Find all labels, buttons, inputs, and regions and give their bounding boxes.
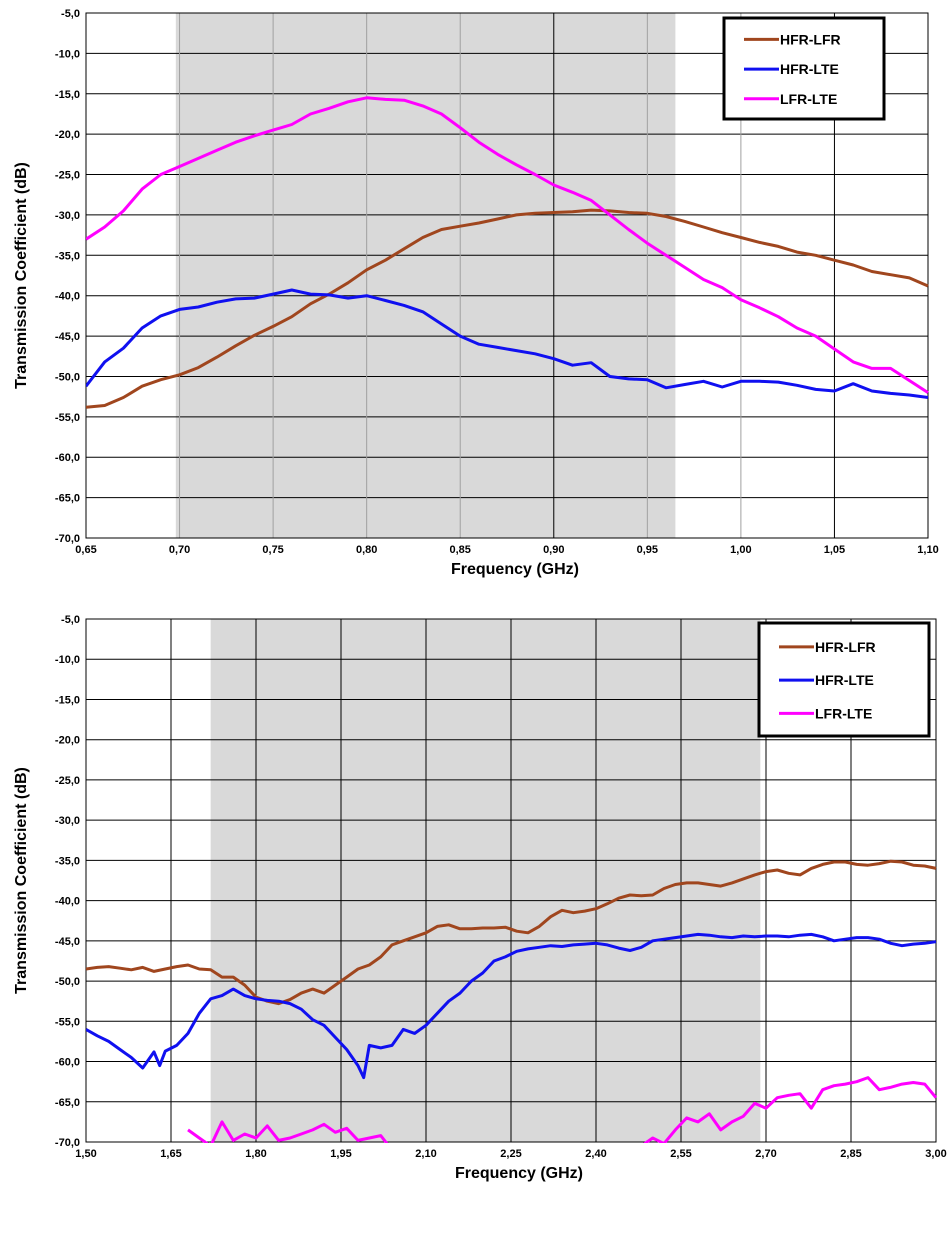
plot-frame (85, 12, 929, 539)
x-tick-label: 2,40 (585, 1148, 606, 1160)
legend: HFR-LFR HFR-LTE LFR-LTE (722, 16, 886, 121)
y-tick-label: -65,0 (55, 493, 80, 505)
y-tick-label: -65,0 (55, 1097, 80, 1109)
x-tick-label: 2,70 (755, 1148, 776, 1160)
x-tick-label: 0,90 (543, 544, 564, 556)
series-line-hfr-lte (86, 932, 937, 1080)
y-tick-label: -40,0 (55, 291, 80, 303)
y-axis-title: Transmission Coefficient (dB) (13, 162, 30, 389)
y-tick-label: -15,0 (55, 694, 80, 706)
y-tick-label: -50,0 (55, 976, 80, 988)
legend-label-hfr-lfr: HFR-LFR (815, 639, 876, 655)
y-tick-label: -15,0 (55, 89, 80, 101)
y-axis-title: Transmission Coefficient (dB) (13, 767, 30, 994)
y-tick-label: -5,0 (61, 614, 80, 626)
x-tick-label: 1,95 (330, 1148, 351, 1160)
y-tick-label: -25,0 (55, 170, 80, 182)
y-tick-label: -10,0 (55, 654, 80, 666)
x-tick-label: 0,75 (262, 544, 283, 556)
series-line-lfr-lte (86, 96, 929, 394)
x-tick-label: 1,80 (245, 1148, 266, 1160)
series-line-lfr-lte (187, 1076, 938, 1143)
x-tick-label: 0,85 (450, 544, 471, 556)
x-tick-label: 0,70 (169, 544, 190, 556)
legend-box (757, 621, 931, 738)
y-tick-label: -10,0 (55, 48, 80, 60)
shaded-band (210, 619, 761, 1142)
legend-label-lfr-lte: LFR-LTE (780, 91, 837, 107)
y-tick-label: -20,0 (55, 129, 80, 141)
y-tick-label: -70,0 (55, 1137, 80, 1149)
x-tick-label: 0,65 (75, 544, 96, 556)
y-tick-label: -35,0 (55, 855, 80, 867)
y-tick-label: -25,0 (55, 775, 80, 787)
x-tick-label: 2,85 (840, 1148, 861, 1160)
series-line-hfr-lfr (86, 859, 937, 1006)
x-tick-label: 1,00 (730, 544, 751, 556)
legend: HFR-LFR HFR-LTE LFR-LTE (757, 621, 931, 738)
x-tick-label: 1,50 (75, 1148, 96, 1160)
y-tick-label: -50,0 (55, 371, 80, 383)
y-tick-label: -35,0 (55, 250, 80, 262)
y-tick-label: -40,0 (55, 896, 80, 908)
legend-label-hfr-lfr: HFR-LFR (780, 31, 841, 47)
x-tick-label: 0,95 (637, 544, 658, 556)
y-tick-label: -45,0 (55, 936, 80, 948)
chart-bottom: -5,0 -10,0 -15,0 -20,0 -25,0 -30,0 -35,0 -40,0 -… (13, 614, 947, 1182)
y-tick-label: -55,0 (55, 412, 80, 424)
x-tick-label: 0,80 (356, 544, 377, 556)
chart-top: -5,0 -10,0 -15,0 -20,0 -25,0 -30,0 -35,0 -40,0 -… (13, 8, 939, 578)
y-tick-label: -60,0 (55, 452, 80, 464)
x-tick-label: 2,25 (500, 1148, 521, 1160)
x-axis-title: Frequency (GHz) (455, 1165, 583, 1182)
legend-label-lfr-lte: LFR-LTE (815, 705, 872, 721)
y-tick-label: -20,0 (55, 735, 80, 747)
series-line-hfr-lte (86, 288, 929, 399)
x-tick-label: 2,10 (415, 1148, 436, 1160)
legend-label-hfr-lte: HFR-LTE (815, 672, 874, 688)
y-tick-label: -30,0 (55, 210, 80, 222)
x-tick-label: 1,05 (824, 544, 845, 556)
legend-label-hfr-lte: HFR-LTE (780, 61, 839, 77)
plot-frame (85, 618, 937, 1143)
series-line-hfr-lfr (86, 208, 929, 409)
x-axis-title: Frequency (GHz) (451, 561, 579, 578)
shaded-band (175, 13, 676, 538)
y-tick-label: -5,0 (61, 8, 80, 20)
y-tick-label: -45,0 (55, 331, 80, 343)
x-tick-label: 2,55 (670, 1148, 691, 1160)
y-tick-label: -55,0 (55, 1016, 80, 1028)
y-tick-label: -60,0 (55, 1057, 80, 1069)
y-tick-label: -70,0 (55, 533, 80, 545)
x-tick-label: 3,00 (925, 1148, 946, 1160)
x-tick-label: 1,10 (917, 544, 938, 556)
y-tick-label: -30,0 (55, 815, 80, 827)
x-tick-label: 1,65 (160, 1148, 181, 1160)
